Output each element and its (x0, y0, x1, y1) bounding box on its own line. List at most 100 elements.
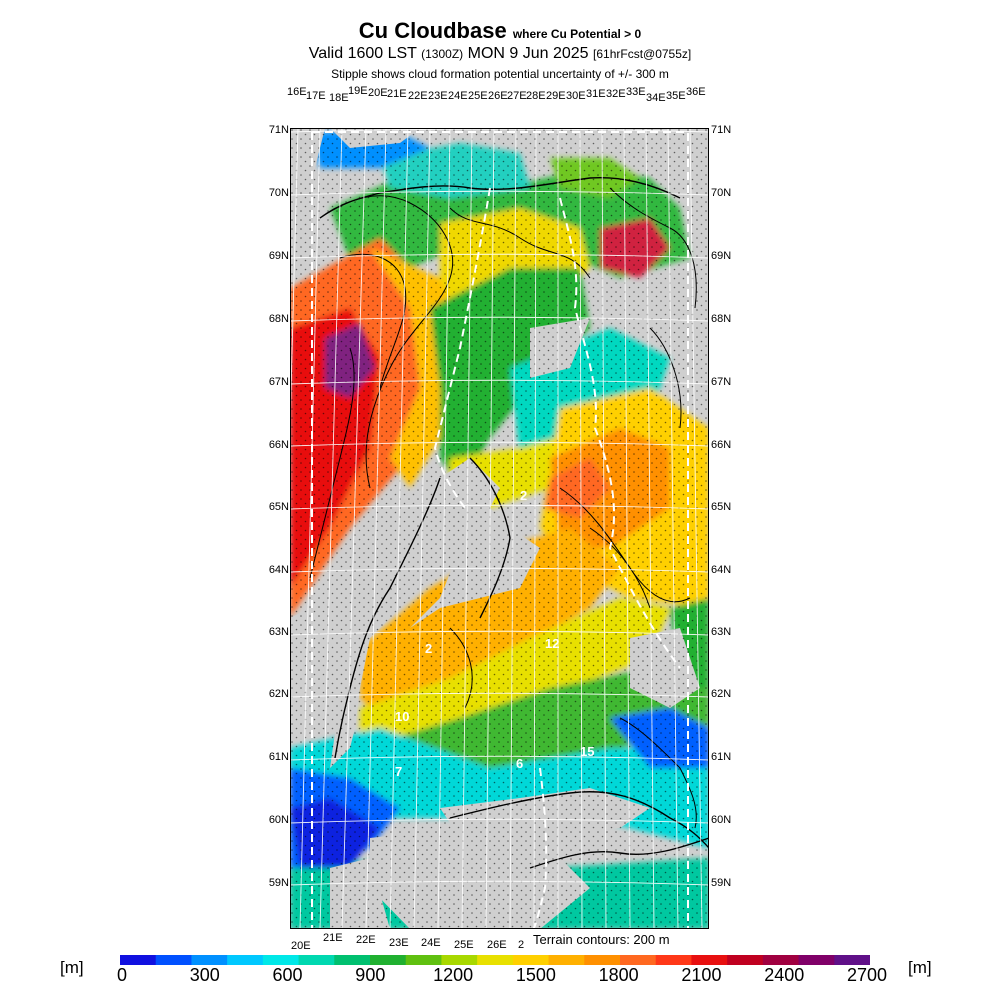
top-lon-label: 27E (507, 90, 527, 102)
lat-label-right: 70N (711, 187, 732, 199)
bottom-lon-label: 26E (487, 939, 507, 951)
uncertainty-stipple (290, 128, 709, 929)
colorbar-swatch (298, 955, 335, 965)
map-label-4: 15 (580, 744, 594, 759)
bottom-lon-label: 20E (291, 940, 311, 952)
top-lon-label: 17E (306, 90, 326, 102)
top-lon-label: 22E (408, 90, 428, 102)
colorbar-swatch (441, 955, 478, 965)
colorbar-tick-label: 2700 (846, 965, 888, 985)
top-lon-label: 25E (468, 90, 488, 102)
colorbar-swatch (834, 955, 870, 965)
top-lon-label: 32E (606, 88, 626, 100)
bottom-lon-label: 2 (518, 939, 525, 951)
norway-coast (319, 176, 681, 219)
colorbar-swatch (762, 955, 800, 965)
lat-label-left: 60N (268, 814, 289, 826)
colorbar-tick-label: 2400 (764, 965, 805, 985)
valid-utc: (1300Z) (421, 47, 464, 61)
colorbar-swatch (370, 955, 407, 965)
colorbar-swatch (155, 955, 193, 965)
lat-label-left: 59N (268, 877, 289, 889)
top-lon-label: 16E (287, 86, 307, 98)
lat-label-right: 64N (711, 564, 732, 576)
lat-label-right: 68N (711, 313, 732, 325)
lat-label-left: 71N (268, 124, 289, 136)
lat-label-left: 62N (268, 688, 289, 700)
bottom-lon-label: 24E (421, 937, 441, 949)
top-lon-label: 36E (686, 86, 706, 98)
bottom-lon-label: 25E (454, 939, 474, 951)
map-label-5: 6 (516, 756, 523, 771)
bottom-lon-label: 21E (323, 932, 343, 944)
model-domain-frame (311, 131, 689, 929)
bottom-lon-label: 23E (389, 937, 409, 949)
colorbar-tick-label: 600 (272, 965, 303, 985)
colorbar-unit-left: [m] (60, 958, 84, 977)
colorbar-tick-label: 1500 (515, 965, 556, 985)
colorbar-swatch (584, 955, 621, 965)
lat-label-right: 65N (711, 501, 732, 513)
forecast-map: 2 10 12 15 6 7 2 (290, 128, 709, 929)
colorbar-swatch (227, 955, 264, 965)
colorbar-swatch (512, 955, 550, 965)
colorbar-tick-label: 900 (355, 965, 386, 985)
colorbar (120, 955, 870, 965)
bothnia-coast-west (334, 477, 441, 759)
colorbar-tick-label: 300 (189, 965, 220, 985)
top-lon-label: 31E (586, 88, 606, 100)
valid-date: MON 9 Jun 2025 (467, 45, 589, 62)
lat-label-right: 63N (711, 626, 732, 638)
lat-label-left: 61N (268, 751, 289, 763)
top-lon-label: 21E (387, 88, 407, 100)
stipple-note: Stipple shows cloud formation potential … (331, 67, 669, 81)
map-label-7: 2 (520, 488, 527, 503)
title-qualifier: where Cu Potential > 0 (512, 27, 642, 41)
lat-lon-grid (290, 128, 709, 929)
map-label-1: 2 (425, 641, 432, 656)
top-lon-label: 23E (428, 90, 448, 102)
colorbar-swatch (727, 955, 764, 965)
colorbar-swatch (191, 955, 228, 965)
colorbar-tick-label: 1800 (598, 965, 639, 985)
title-main: Cu Cloudbase (358, 18, 507, 43)
chart-title: Cu Cloudbase where Cu Potential > 0 (0, 18, 1000, 44)
valid-time: Valid 1600 LST (1300Z) MON 9 Jun 2025 [6… (0, 45, 1000, 63)
colorbar-swatch (334, 955, 371, 965)
top-lon-label: 29E (546, 90, 566, 102)
colorbar-swatch (691, 955, 728, 965)
colorbar-tick-label: 2100 (681, 965, 722, 985)
map-label-6: 7 (395, 764, 402, 779)
colorbar-swatch (262, 955, 300, 965)
map-label-2: 10 (395, 709, 409, 724)
colorbar-swatch (548, 955, 585, 965)
colorbar-tick-label: 0 (116, 965, 128, 985)
lat-label-right: 59N (711, 877, 732, 889)
top-lon-label: 35E (666, 90, 686, 102)
top-lon-label: 19E (348, 85, 368, 97)
top-lon-label: 30E (566, 90, 586, 102)
top-lon-label: 18E (329, 92, 349, 104)
colorbar-swatch (405, 955, 443, 965)
lat-label-right: 69N (711, 250, 732, 262)
colorbar-swatch (120, 955, 157, 965)
top-lon-label: 34E (646, 92, 666, 104)
top-lon-label: 20E (368, 87, 388, 99)
lat-label-right: 66N (711, 439, 732, 451)
top-lon-label: 24E (448, 90, 468, 102)
top-lon-label: 26E (488, 90, 508, 102)
colorbar-swatch (477, 955, 514, 965)
map-label-3: 12 (545, 636, 559, 651)
colorbar-tick-label: 1200 (433, 965, 474, 985)
lat-label-left: 63N (268, 626, 289, 638)
terrain-note: Terrain contours: 200 m (533, 932, 670, 947)
lat-label-right: 71N (711, 124, 732, 136)
lat-label-left: 65N (268, 501, 289, 513)
top-lon-label: 28E (526, 90, 546, 102)
forecast-info: [61hrFcst@0755z] (593, 47, 692, 61)
lat-label-left: 67N (268, 376, 289, 388)
country-borders (311, 131, 689, 929)
lat-label-left: 66N (268, 439, 289, 451)
sweden-finland-border (433, 187, 491, 509)
estonia-coast (529, 837, 709, 869)
